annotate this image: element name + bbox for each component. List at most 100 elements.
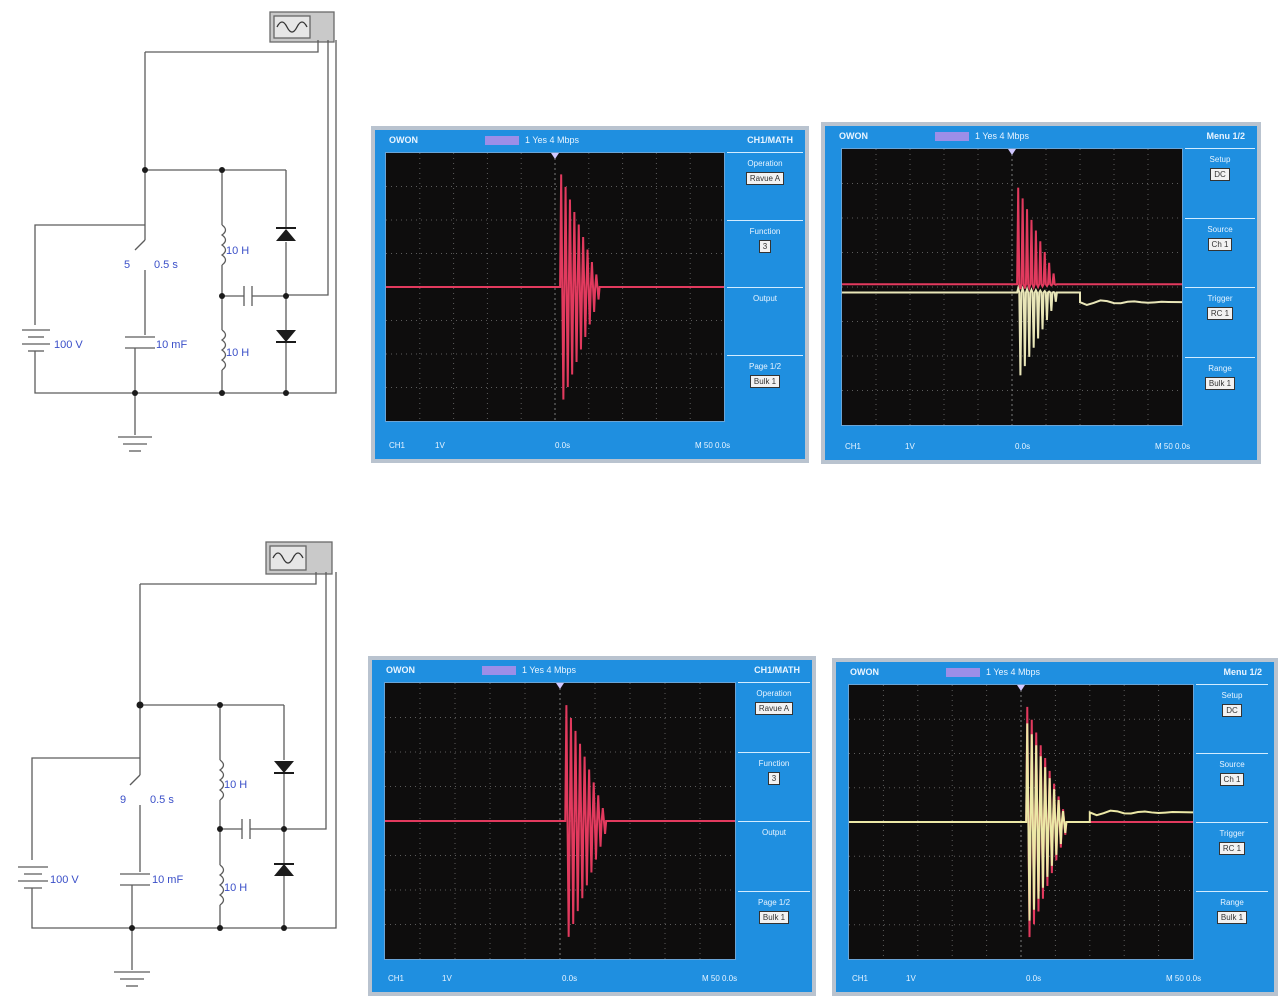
inductor-bottom-label: 10 H	[224, 882, 247, 894]
scope-menu: Operation Ravue A Function 3 Output Page 1/2 B…	[727, 152, 803, 422]
scope-bottom-right: OWON 1 Yes 4 Mbps Menu 1/2 Setup DC Source…	[832, 658, 1278, 996]
scope-footer: CH1 1V 0.0s M 50 0.0s	[852, 974, 1202, 983]
trace-ch2	[842, 284, 1182, 376]
scope-mode: CH1/MATH	[754, 665, 800, 675]
trace-ch2	[849, 723, 1193, 921]
switch-key-label: 5	[124, 259, 130, 271]
scope-waveform	[386, 153, 724, 421]
scope-menu-item[interactable]: Setup DC	[1185, 148, 1255, 219]
scope-menu-item[interactable]: Range Bulk 1	[1185, 356, 1255, 428]
scope-menu-item[interactable]: Range Bulk 1	[1196, 891, 1268, 961]
trigger-marker	[551, 153, 559, 159]
circuit-top: 5 0.5 s 100 V 10 mF 10 H 10 H	[0, 0, 360, 470]
scope-menu: Setup DC Source Ch 1 Trigger RC 1 Range Bulk 1	[1196, 684, 1268, 960]
scope-menu-value: Ravue A	[745, 172, 785, 185]
scope-waveform	[385, 683, 735, 959]
scope-menu-item[interactable]: Function 3	[738, 751, 810, 823]
trigger-marker	[1008, 149, 1016, 155]
scope-menu-title: Output	[761, 828, 786, 837]
scope-menu: Operation Ravue A Function 3 Output Page 1/2 B…	[738, 682, 810, 960]
inductor-bottom-label: 10 H	[226, 347, 249, 359]
scope-body: OWON 1 Yes 4 Mbps CH1/MATH Operation Ravu…	[375, 130, 805, 459]
trigger-marker	[1017, 685, 1025, 691]
scope-menu-item[interactable]: Trigger RC 1	[1185, 287, 1255, 358]
scope-brand: OWON	[386, 665, 415, 675]
scope-menu-title: Range	[1208, 363, 1232, 373]
scope-menu-title: Output	[752, 294, 777, 303]
scope-body: OWON 1 Yes 4 Mbps Menu 1/2 Setup DC Source…	[825, 126, 1257, 460]
scope-menu-item[interactable]: Output	[727, 287, 803, 356]
scope-menu-value: Ch 1	[1207, 237, 1233, 251]
scope-bottom-left: OWON 1 Yes 4 Mbps CH1/MATH Operation Ravu…	[368, 656, 816, 996]
scope-menu-title: Function	[758, 758, 790, 768]
trace-ch1	[386, 174, 724, 400]
scope-header: OWON 1 Yes 4 Mbps Menu 1/2	[825, 126, 1257, 148]
scope-menu-value: 3	[758, 239, 772, 253]
scope-timebase: 1 Yes 4 Mbps	[485, 135, 579, 146]
trigger-marker	[556, 683, 564, 689]
scope-menu-title: Operation	[747, 159, 783, 168]
scope-menu-value: Bulk 1	[758, 910, 790, 924]
scope-menu-title: Trigger	[1207, 294, 1233, 303]
scope-menu-item[interactable]: Source Ch 1	[1196, 753, 1268, 823]
scope-menu-value: RC 1	[1218, 842, 1246, 855]
switch-time-label: 0.5 s	[154, 259, 178, 271]
scope-waveform	[849, 685, 1193, 959]
scope-menu-item[interactable]: Output	[738, 821, 810, 892]
capacitor-label: 10 mF	[152, 874, 183, 886]
scope-menu-value: Ravue A	[754, 702, 794, 715]
scope-menu-value: DC	[1222, 704, 1242, 717]
scope-menu-item[interactable]: Page 1/2 Bulk 1	[727, 354, 803, 424]
scope-menu-value: Ch 1	[1219, 773, 1245, 786]
scope-menu-title: Setup	[1209, 155, 1231, 164]
scope-menu-value: Bulk 1	[1216, 911, 1248, 924]
scope-screen	[841, 148, 1183, 426]
scope-menu-item[interactable]: Operation Ravue A	[738, 682, 810, 753]
trace-ch1	[385, 705, 735, 937]
scope-menu: Setup DC Source Ch 1 Trigger RC 1 Range Bulk 1	[1185, 148, 1255, 426]
scope-menu-title: Source	[1207, 224, 1233, 234]
scope-footer: CH1 1V 0.0s M 50 0.0s	[845, 442, 1191, 451]
scope-header: OWON 1 Yes 4 Mbps Menu 1/2	[836, 662, 1274, 684]
scope-menu-title: Source	[1219, 760, 1245, 769]
scope-menu-title: Page 1/2	[748, 361, 782, 371]
circuit-top-schematic: 5 0.5 s 100 V 10 mF 10 H 10 H	[22, 11, 337, 452]
switch-key-label: 9	[120, 794, 126, 806]
scope-brand: OWON	[839, 131, 868, 141]
scope-timebase: 1 Yes 4 Mbps	[482, 665, 576, 676]
source-voltage-label: 100 V	[50, 874, 79, 886]
source-voltage-label: 100 V	[54, 339, 83, 351]
switch-time-label: 0.5 s	[150, 794, 174, 806]
scope-menu-item[interactable]: Operation Ravue A	[727, 152, 803, 221]
scope-waveform	[842, 149, 1182, 425]
scope-menu-title: Setup	[1221, 691, 1243, 700]
circuit-bottom-schematic: 9 0.5 s 100 V 10 mF 10 H 10 H	[18, 541, 337, 987]
scope-header: OWON 1 Yes 4 Mbps CH1/MATH	[372, 660, 812, 682]
scope-timebase: 1 Yes 4 Mbps	[935, 131, 1029, 142]
scope-menu-item[interactable]: Source Ch 1	[1185, 217, 1255, 289]
trace-ch1	[842, 187, 1182, 292]
scope-screen	[385, 152, 725, 422]
scope-mode: CH1/MATH	[747, 135, 793, 145]
scope-menu-item[interactable]: Trigger RC 1	[1196, 822, 1268, 892]
scope-top-left: OWON 1 Yes 4 Mbps CH1/MATH Operation Ravu…	[371, 126, 809, 463]
scope-timebase: 1 Yes 4 Mbps	[946, 667, 1040, 678]
scope-body: OWON 1 Yes 4 Mbps Menu 1/2 Setup DC Source…	[836, 662, 1274, 992]
scope-menu-title: Page 1/2	[757, 897, 791, 907]
scope-brand: OWON	[389, 135, 418, 145]
scope-screen	[384, 682, 736, 960]
scope-menu-item[interactable]: Function 3	[727, 219, 803, 289]
scope-brand: OWON	[850, 667, 879, 677]
scope-screen	[848, 684, 1194, 960]
scope-menu-title: Trigger	[1219, 829, 1245, 838]
scope-menu-title: Function	[749, 226, 781, 236]
scope-mode: Menu 1/2	[1223, 667, 1262, 677]
scope-mode: Menu 1/2	[1206, 131, 1245, 141]
scope-body: OWON 1 Yes 4 Mbps CH1/MATH Operation Ravu…	[372, 660, 812, 992]
scope-menu-title: Range	[1220, 898, 1244, 907]
scope-menu-item[interactable]: Page 1/2 Bulk 1	[738, 890, 810, 962]
scope-menu-item[interactable]: Setup DC	[1196, 684, 1268, 754]
scope-menu-value: Bulk 1	[1204, 376, 1236, 390]
capacitor-label: 10 mF	[156, 339, 187, 351]
scope-menu-value: Bulk 1	[749, 374, 781, 388]
